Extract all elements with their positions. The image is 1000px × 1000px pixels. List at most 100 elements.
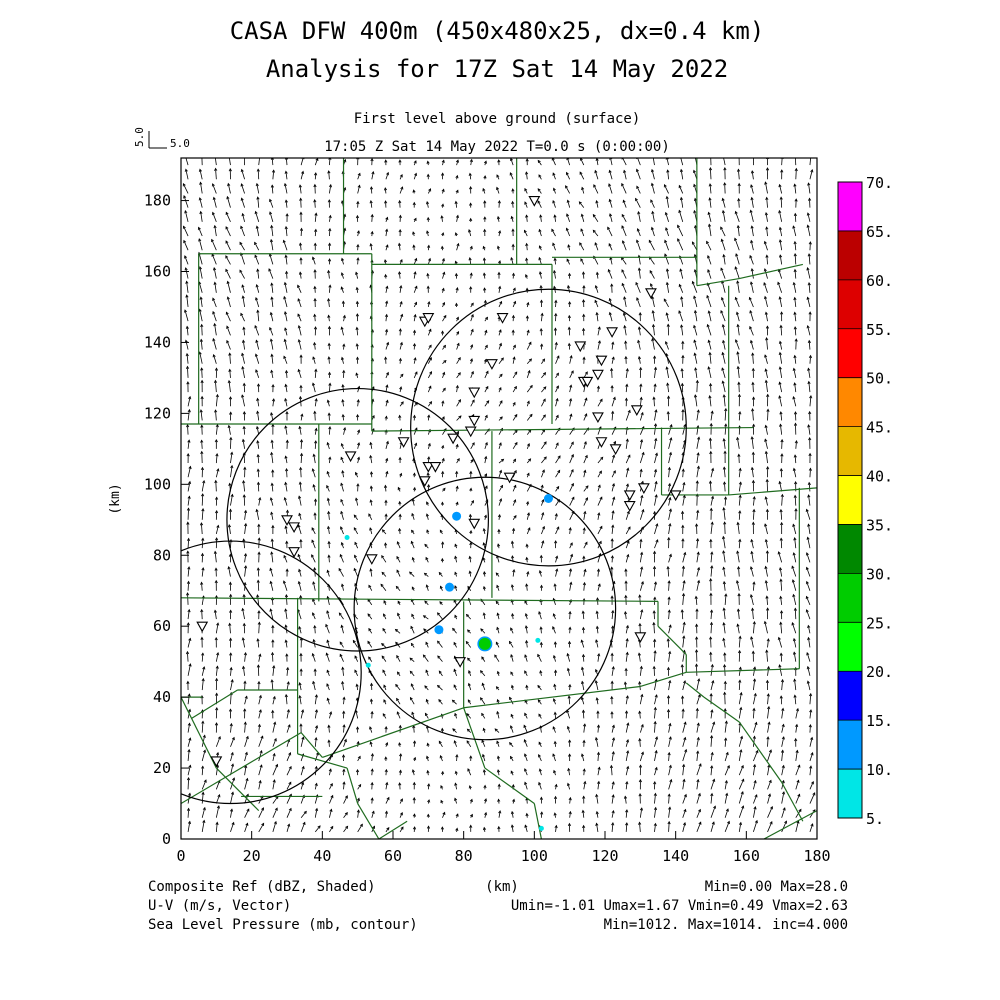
wind-vector	[583, 497, 588, 506]
wind-vector	[271, 440, 274, 449]
wind-vector	[225, 255, 231, 265]
wind-vector	[326, 485, 330, 492]
wind-vector	[356, 684, 359, 691]
wind-vector-head	[385, 399, 389, 403]
wind-vector-head	[511, 314, 515, 319]
wind-vector-head	[500, 357, 504, 361]
wind-vector	[498, 357, 504, 364]
wind-vector-head	[737, 393, 742, 398]
wind-vector	[243, 327, 245, 336]
wind-vector-head	[607, 268, 611, 273]
wind-vector-head	[471, 442, 475, 446]
wind-vector	[710, 610, 713, 620]
wind-vector-head	[722, 607, 726, 611]
station-marker	[581, 376, 594, 388]
wind-vector	[569, 554, 573, 563]
wind-vector-head	[765, 550, 769, 554]
wind-vector	[809, 355, 812, 364]
wind-vector	[651, 296, 655, 308]
wind-vector	[807, 666, 811, 676]
wind-vector-head	[765, 649, 769, 653]
wind-vector	[592, 229, 599, 237]
wind-vector	[187, 440, 190, 449]
wind-vector-head	[496, 186, 500, 191]
wind-vector	[329, 383, 331, 393]
wind-vector-head	[313, 199, 317, 203]
colorbar-label: 15.	[866, 712, 893, 730]
wind-vector-head	[369, 200, 373, 204]
wind-vector	[696, 510, 699, 520]
wind-vector	[411, 541, 415, 549]
colorbar-label: 5.	[866, 810, 884, 828]
wind-vector-head	[583, 510, 587, 515]
colorbar-swatch	[838, 182, 862, 231]
wind-vector-head	[301, 781, 305, 786]
wind-vector	[285, 226, 288, 237]
wind-vector	[654, 481, 657, 492]
wind-vector	[596, 312, 599, 322]
wind-vector-head	[612, 454, 616, 458]
wind-vector-head	[369, 568, 373, 572]
wind-vector	[244, 765, 247, 776]
wind-vector-head	[228, 622, 232, 626]
wind-vector-head	[270, 282, 274, 286]
wind-vector-head	[185, 325, 189, 330]
wind-vector-head	[750, 184, 754, 188]
wind-vector	[749, 326, 754, 336]
wind-vector-head	[511, 200, 515, 205]
wind-vector	[399, 342, 403, 350]
wind-vector	[498, 442, 502, 449]
wind-vector	[581, 681, 585, 691]
wind-vector-head	[340, 326, 344, 330]
wind-vector-head	[696, 551, 700, 555]
wind-vector-head	[721, 209, 726, 214]
wind-vector-head	[312, 453, 316, 457]
wind-vector-head	[342, 781, 346, 785]
wind-vector-head	[735, 253, 739, 257]
wind-vector	[596, 626, 599, 634]
wind-vector	[752, 382, 754, 393]
wind-vector-head	[270, 451, 274, 456]
station-marker	[528, 196, 541, 207]
wind-vector	[555, 568, 558, 577]
wind-vector-head	[584, 454, 588, 459]
wind-vector	[611, 497, 615, 506]
wind-vector-head	[399, 300, 403, 305]
y-tick-label: 100	[144, 475, 171, 493]
wind-vector	[484, 400, 490, 407]
wind-vector	[483, 612, 486, 620]
wind-vector-head	[734, 237, 738, 241]
wind-vector-head	[680, 296, 684, 300]
wind-vector-head	[356, 243, 360, 248]
wind-vector	[312, 468, 316, 478]
wind-vector	[794, 297, 797, 308]
station-marker	[637, 483, 650, 494]
wind-vector	[794, 158, 797, 166]
wind-vector-head	[707, 339, 711, 343]
wind-vector	[442, 428, 447, 435]
wind-vector-head	[667, 536, 671, 541]
wind-vector	[625, 739, 629, 747]
wind-vector-head	[398, 456, 402, 461]
wind-vector-head	[625, 368, 629, 372]
wind-vector	[809, 809, 816, 818]
wind-vector	[596, 158, 599, 166]
wind-vector-head	[284, 397, 288, 402]
wind-vector-head	[781, 764, 785, 769]
wind-vector-head	[481, 712, 485, 717]
wind-vector-head	[200, 424, 204, 428]
wind-vector	[512, 357, 515, 364]
wind-vector	[456, 357, 461, 364]
wind-vector	[764, 523, 768, 535]
wind-vector	[524, 739, 528, 747]
wind-vector-head	[525, 543, 529, 547]
wind-vector-head	[356, 483, 360, 487]
wind-vector-head	[369, 741, 373, 745]
wind-vector	[270, 239, 274, 251]
wind-vector	[230, 679, 233, 691]
wind-vector-head	[523, 229, 527, 233]
wind-vector	[271, 483, 274, 492]
wind-vector	[541, 469, 545, 478]
wind-vector-head	[425, 513, 429, 517]
wind-vector-head	[297, 284, 301, 288]
